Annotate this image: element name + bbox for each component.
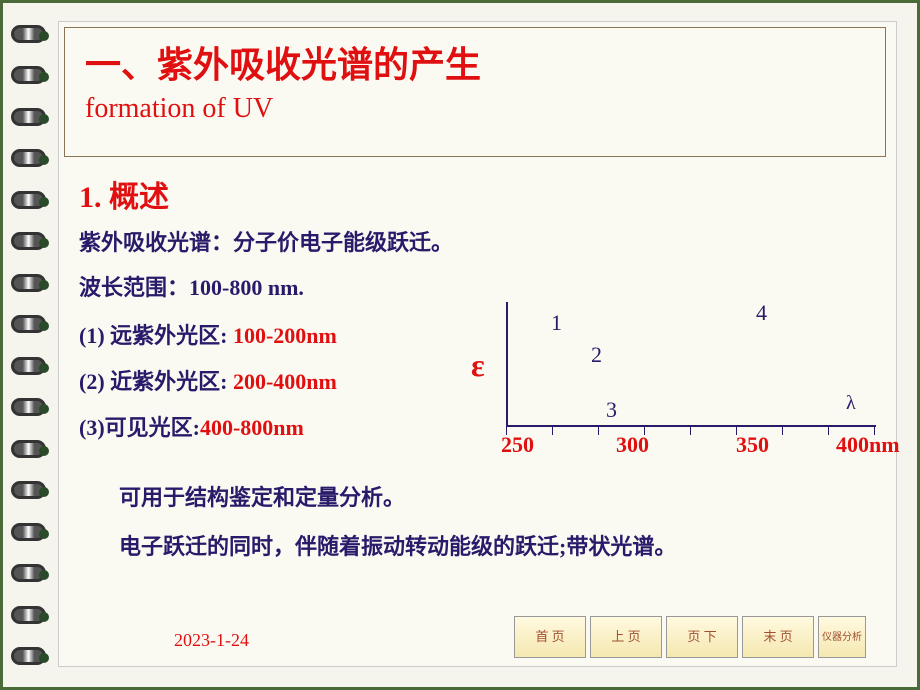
content-area: 1. 概述 紫外吸收光谱：分子价电子能级跃迁。 波长范围：100-800 nm.… — [79, 172, 876, 606]
peak-label-4: 4 — [756, 300, 767, 326]
peak-label-2: 2 — [591, 342, 602, 368]
spiral-binding — [11, 3, 51, 687]
instrument-analysis-button[interactable]: 仪器分析 — [818, 616, 866, 658]
peak-label-3: 3 — [606, 397, 617, 423]
region-value: 100-200nm — [233, 323, 337, 348]
range-prefix: 波长范围： — [79, 275, 189, 300]
summary-line-2: 电子跃迁的同时，伴随着振动转动能级的跃迁;带状光谱。 — [119, 532, 676, 563]
section-heading: 1. 概述 — [79, 172, 876, 216]
region-value: 200-400nm — [233, 369, 337, 394]
date-label: 2023-1-24 — [174, 630, 249, 651]
navigation-bar: 首 页 上 页 页 下 末 页 仪器分析 — [514, 616, 866, 658]
next-page-button[interactable]: 页 下 — [666, 616, 738, 658]
range-value: 100-800 nm. — [189, 275, 304, 300]
slide-content: 一、紫外吸收光谱的产生 formation of UV 1. 概述 紫外吸收光谱… — [58, 21, 897, 667]
summary-text: 可用于结构鉴定和定量分析。 电子跃迁的同时，伴随着振动转动能级的跃迁;带状光谱。 — [119, 483, 676, 581]
last-page-button[interactable]: 末 页 — [742, 616, 814, 658]
title-subtitle: formation of UV — [85, 93, 865, 125]
slide-footer: 2023-1-24 首 页 上 页 页 下 末 页 仪器分析 — [59, 611, 896, 666]
region-label: (2) 近紫外光区: — [79, 369, 233, 394]
y-axis-label: ε — [471, 347, 485, 384]
region-value: 400-800nm — [200, 415, 304, 440]
presentation-page: 一、紫外吸收光谱的产生 formation of UV 1. 概述 紫外吸收光谱… — [0, 0, 920, 690]
peak-label-1: 1 — [551, 310, 562, 336]
summary-line-1: 可用于结构鉴定和定量分析。 — [119, 483, 676, 514]
prev-page-button[interactable]: 上 页 — [590, 616, 662, 658]
region-label: (1) 远紫外光区: — [79, 323, 233, 348]
first-page-button[interactable]: 首 页 — [514, 616, 586, 658]
title-main: 一、紫外吸收光谱的产生 — [85, 36, 865, 88]
overview-line-1: 紫外吸收光谱：分子价电子能级跃迁。 — [79, 228, 876, 259]
region-label: (3)可见光区: — [79, 415, 200, 440]
spectrum-chart: ε 1 2 3 4 λ 250300350400nm — [466, 302, 876, 472]
title-box: 一、紫外吸收光谱的产生 formation of UV — [64, 27, 886, 157]
wavelength-range: 波长范围：100-800 nm. — [79, 273, 876, 304]
x-axis-label: λ — [846, 392, 856, 415]
